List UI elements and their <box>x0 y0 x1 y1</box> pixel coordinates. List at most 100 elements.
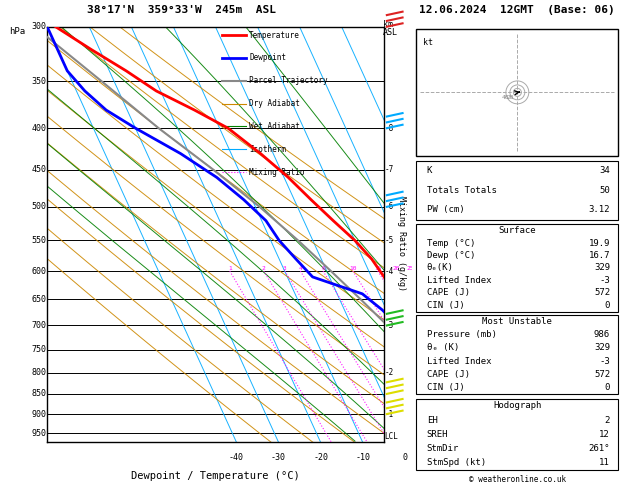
Text: Hodograph: Hodograph <box>493 401 542 410</box>
Text: -3: -3 <box>599 276 610 285</box>
Text: 12: 12 <box>599 430 610 439</box>
Text: Totals Totals: Totals Totals <box>426 186 497 195</box>
Text: Dewp (°C): Dewp (°C) <box>426 251 475 260</box>
Text: 50: 50 <box>599 186 610 195</box>
Text: CIN (J): CIN (J) <box>426 383 464 392</box>
Text: -1: -1 <box>384 410 394 418</box>
Text: 20: 20 <box>484 452 494 462</box>
Text: Wet Adiabat: Wet Adiabat <box>249 122 300 131</box>
Text: 750: 750 <box>31 345 47 354</box>
Bar <box>416 225 618 312</box>
Text: 34: 34 <box>599 166 610 175</box>
Text: 261°: 261° <box>589 444 610 453</box>
Text: 850: 850 <box>31 389 47 399</box>
Text: Mixing Ratio (g/kg): Mixing Ratio (g/kg) <box>397 195 406 291</box>
Text: Mixing Ratio: Mixing Ratio <box>249 168 304 177</box>
Text: 572: 572 <box>594 370 610 379</box>
Text: 20: 20 <box>506 95 514 101</box>
Text: -6: -6 <box>384 202 394 211</box>
Text: -3: -3 <box>599 357 610 365</box>
Text: 2: 2 <box>262 266 265 271</box>
Text: 300: 300 <box>31 22 47 31</box>
Bar <box>416 161 618 220</box>
Text: StmSpd (kt): StmSpd (kt) <box>426 458 486 467</box>
Text: Dewpoint / Temperature (°C): Dewpoint / Temperature (°C) <box>131 471 300 481</box>
Text: -5: -5 <box>384 236 394 245</box>
Text: StmDir: StmDir <box>426 444 459 453</box>
Text: 3.12: 3.12 <box>589 205 610 214</box>
Text: 900: 900 <box>31 410 47 418</box>
Text: 329: 329 <box>594 263 610 273</box>
Text: 10: 10 <box>442 452 452 462</box>
Text: 16.7: 16.7 <box>589 251 610 260</box>
Text: CIN (J): CIN (J) <box>426 301 464 310</box>
Text: 950: 950 <box>31 429 47 437</box>
Text: LCL: LCL <box>384 432 398 441</box>
Text: Lifted Index: Lifted Index <box>426 357 491 365</box>
Text: SREH: SREH <box>426 430 448 439</box>
Text: Surface: Surface <box>499 226 536 235</box>
Text: 986: 986 <box>594 330 610 339</box>
Text: 3: 3 <box>283 266 287 271</box>
Text: Isotherm: Isotherm <box>249 145 286 154</box>
Text: 800: 800 <box>31 368 47 377</box>
Text: 700: 700 <box>31 321 47 330</box>
Text: 40: 40 <box>502 95 509 101</box>
Text: 0: 0 <box>402 452 407 462</box>
Text: 0: 0 <box>604 301 610 310</box>
Text: -4: -4 <box>384 267 394 276</box>
Text: θₑ(K): θₑ(K) <box>426 263 454 273</box>
Text: CAPE (J): CAPE (J) <box>426 288 470 297</box>
Text: Pressure (mb): Pressure (mb) <box>426 330 497 339</box>
Text: 329: 329 <box>594 344 610 352</box>
Text: -30: -30 <box>271 452 286 462</box>
Text: PW (cm): PW (cm) <box>426 205 464 214</box>
Text: Most Unstable: Most Unstable <box>482 317 552 326</box>
Text: 400: 400 <box>31 123 47 133</box>
Text: -8: -8 <box>384 123 394 133</box>
Text: kt: kt <box>423 38 433 47</box>
Text: 15: 15 <box>374 266 382 271</box>
Text: Temperature: Temperature <box>249 31 300 39</box>
Text: 10: 10 <box>349 266 357 271</box>
Text: K: K <box>426 166 432 175</box>
Text: 350: 350 <box>31 77 47 86</box>
Text: 550: 550 <box>31 236 47 245</box>
Bar <box>416 399 618 469</box>
Text: EH: EH <box>426 416 438 424</box>
Text: CAPE (J): CAPE (J) <box>426 370 470 379</box>
Text: hPa: hPa <box>9 27 25 36</box>
Text: 19.9: 19.9 <box>589 239 610 247</box>
Text: -20: -20 <box>313 452 328 462</box>
Text: Temp (°C): Temp (°C) <box>426 239 475 247</box>
Text: 650: 650 <box>31 295 47 304</box>
Text: 25: 25 <box>406 266 414 271</box>
Text: 11: 11 <box>599 458 610 467</box>
Text: 4: 4 <box>299 266 303 271</box>
Text: 572: 572 <box>594 288 610 297</box>
Text: θₑ (K): θₑ (K) <box>426 344 459 352</box>
Text: 38°17'N  359°33'W  245m  ASL: 38°17'N 359°33'W 245m ASL <box>87 4 276 15</box>
Text: -3: -3 <box>384 321 394 330</box>
Text: -40: -40 <box>229 452 244 462</box>
Text: 1: 1 <box>228 266 231 271</box>
Text: 450: 450 <box>31 165 47 174</box>
Text: -2: -2 <box>384 368 394 377</box>
Text: 600: 600 <box>31 267 47 276</box>
Text: Dewpoint: Dewpoint <box>249 53 286 62</box>
Text: -7: -7 <box>384 165 394 174</box>
Text: km: km <box>383 20 393 29</box>
Text: © weatheronline.co.uk: © weatheronline.co.uk <box>469 475 566 484</box>
Text: ASL: ASL <box>383 28 398 37</box>
Bar <box>416 315 618 394</box>
Text: 30: 30 <box>526 452 536 462</box>
Text: 12.06.2024  12GMT  (Base: 06): 12.06.2024 12GMT (Base: 06) <box>420 4 615 15</box>
Text: -10: -10 <box>355 452 370 462</box>
Bar <box>416 29 618 156</box>
Text: Lifted Index: Lifted Index <box>426 276 491 285</box>
Text: 6: 6 <box>321 266 325 271</box>
Text: 20: 20 <box>392 266 399 271</box>
Text: 0: 0 <box>604 383 610 392</box>
Text: Dry Adiabat: Dry Adiabat <box>249 99 300 108</box>
Text: 2: 2 <box>604 416 610 424</box>
